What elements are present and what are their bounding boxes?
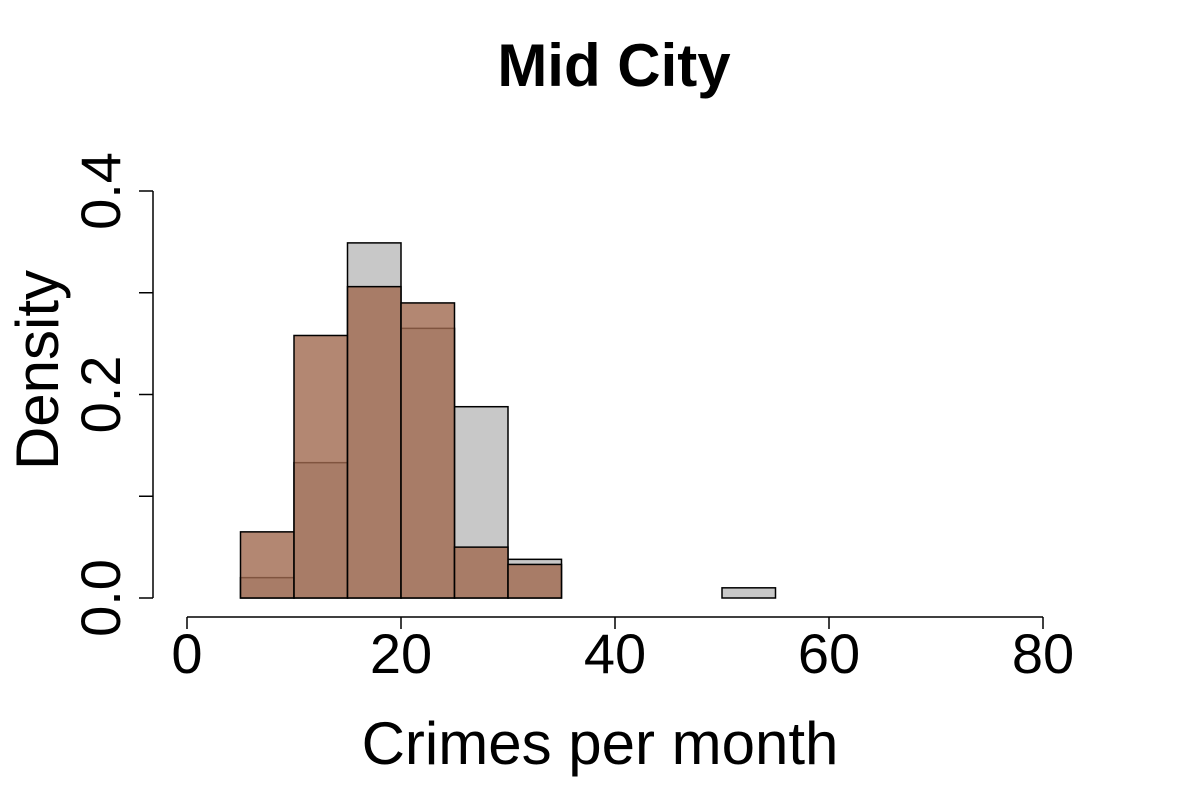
y-tick-label: 0.4 bbox=[69, 152, 132, 230]
x-tick-label: 80 bbox=[1012, 622, 1074, 685]
histogram-bar-s1-1 bbox=[293, 334, 349, 599]
y-tick-label: 0.0 bbox=[69, 559, 132, 637]
x-tick-label: 60 bbox=[798, 622, 860, 685]
x-tick-label: 0 bbox=[171, 622, 202, 685]
y-axis-ticks: 0.0 0.2 0.4 bbox=[69, 152, 153, 637]
histogram-bar-s1-5 bbox=[507, 563, 563, 599]
x-tick-label: 40 bbox=[584, 622, 646, 685]
histogram-bar-s0-10 bbox=[721, 587, 777, 599]
chart-title: Mid City bbox=[497, 32, 731, 99]
x-axis-ticks: 0 20 40 60 80 bbox=[171, 617, 1074, 685]
bars-group bbox=[239, 242, 777, 599]
histogram-bar-s1-4 bbox=[453, 546, 509, 599]
histogram-bar-s1-0 bbox=[239, 531, 295, 599]
x-axis-label: Crimes per month bbox=[362, 710, 839, 777]
histogram-bar-s1-2 bbox=[346, 285, 402, 599]
y-axis-label: Density bbox=[4, 270, 71, 470]
histogram-bar-s1-3 bbox=[400, 302, 456, 599]
x-tick-label: 20 bbox=[370, 622, 432, 685]
y-tick-label: 0.2 bbox=[69, 356, 132, 434]
